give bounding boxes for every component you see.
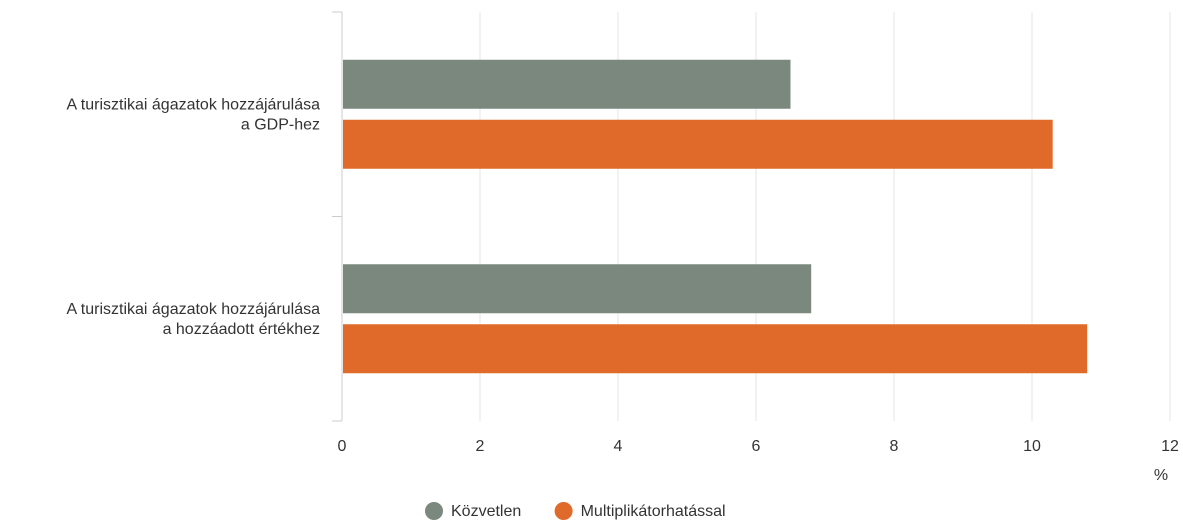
category-label: a hozzáadott értékhez	[163, 321, 320, 338]
category-label: a GDP-hez	[241, 116, 320, 133]
x-tick-label: 4	[614, 438, 623, 455]
category-axis	[332, 11, 343, 422]
bars	[343, 59, 1088, 374]
bar-kozvetlen-2[interactable]	[343, 264, 812, 314]
x-tick-label: 6	[752, 438, 761, 455]
category-label: A turisztikai ágazatok hozzájárulása	[67, 96, 321, 113]
x-tick-label: 12	[1161, 438, 1179, 455]
x-axis-tick-labels: 0 2 4 6 8 10 12	[338, 438, 1179, 455]
x-tick-label: 2	[476, 438, 485, 455]
bar-multiplikator-1[interactable]	[343, 119, 1053, 169]
legend-label: Közvetlen	[451, 503, 521, 520]
x-tick-label: 0	[338, 438, 347, 455]
legend-marker-icon	[554, 502, 573, 520]
legend-label: Multiplikátorhatással	[581, 503, 726, 520]
category-labels: A turisztikai ágazatok hozzájárulása a GD…	[67, 96, 321, 338]
x-tick-label: 8	[890, 438, 899, 455]
category-label: A turisztikai ágazatok hozzájárulása	[67, 301, 321, 318]
legend-marker-icon	[425, 502, 443, 520]
x-tick-label: 10	[1023, 438, 1041, 455]
bar-kozvetlen-1[interactable]	[343, 59, 791, 109]
legend-item-multiplikator[interactable]: Multiplikátorhatással	[554, 502, 726, 520]
x-axis-unit-label: %	[1154, 467, 1168, 484]
bar-multiplikator-2[interactable]	[343, 324, 1088, 374]
legend-item-kozvetlen[interactable]: Közvetlen	[425, 502, 521, 520]
legend: Közvetlen Multiplikátorhatással	[425, 502, 726, 520]
